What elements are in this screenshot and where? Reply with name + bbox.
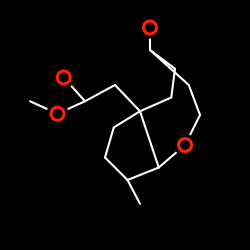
Circle shape <box>53 67 74 88</box>
Circle shape <box>47 103 68 124</box>
Circle shape <box>174 134 196 156</box>
Circle shape <box>140 17 160 38</box>
